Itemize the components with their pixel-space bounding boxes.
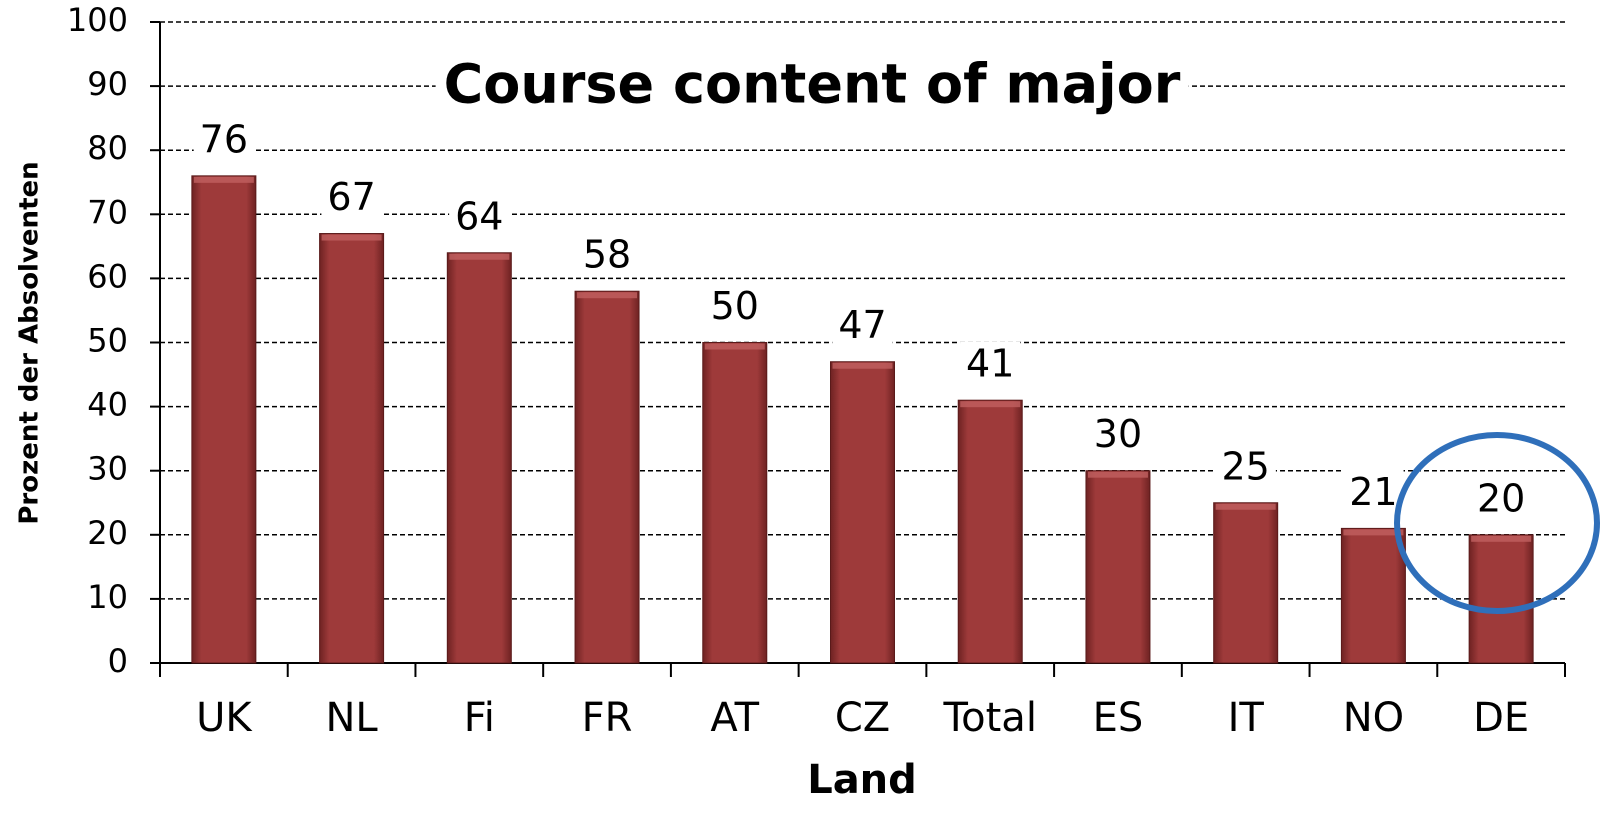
y-tick-label: 0 (108, 642, 128, 680)
x-tick-label: Fi (464, 695, 495, 741)
value-label-background (704, 284, 765, 328)
value-label: 50 (711, 284, 759, 328)
bar-bevel (704, 343, 765, 350)
y-tick-label: 70 (87, 193, 128, 231)
y-tick-label: 60 (87, 257, 128, 295)
bar (830, 361, 895, 664)
value-label: 25 (1222, 444, 1270, 488)
bar-bevel (832, 362, 893, 369)
value-label: 76 (200, 117, 248, 161)
value-label: 21 (1349, 470, 1397, 514)
bars: 76 67 64 58 50 47 41 30 25 21 20 (191, 117, 1534, 664)
value-label: 67 (327, 175, 375, 219)
value-label-background (449, 194, 510, 239)
bar-bevel (1087, 471, 1148, 478)
bar (1468, 534, 1534, 664)
bar (957, 399, 1023, 664)
bar (446, 252, 512, 664)
bar (702, 342, 768, 664)
bar-bevel (1343, 529, 1404, 536)
bar (1085, 470, 1151, 664)
y-tick-label: 10 (87, 578, 128, 616)
bar (574, 290, 640, 664)
x-tick-label: NL (325, 695, 378, 741)
x-axis-label: Land (807, 757, 917, 803)
value-label-background (1215, 444, 1276, 489)
x-tick-label: ES (1093, 695, 1144, 741)
grid: 0 10 20 30 40 50 60 70 80 90 100 UK NL Fi FR AT CZ Total E… (67, 1, 1566, 741)
value-label-background (321, 175, 382, 220)
bar-bevel (193, 176, 254, 183)
x-tick-label: IT (1228, 695, 1265, 741)
bar-bevel (1471, 535, 1532, 542)
value-label-background (576, 232, 638, 277)
y-tick-label: 30 (87, 450, 128, 488)
bar (319, 233, 385, 664)
bar-bevel (960, 401, 1021, 408)
bar-bevel (449, 253, 510, 260)
value-label-background (1470, 476, 1532, 521)
highlight-circle (1394, 432, 1600, 614)
bar-bevel (321, 234, 382, 241)
value-label-background (960, 341, 1021, 386)
value-label: 64 (455, 194, 503, 238)
y-tick-label: 20 (87, 514, 128, 552)
y-axis-label: Prozent der Absolventen (15, 161, 45, 524)
value-label: 47 (838, 303, 886, 347)
y-tick-label: 40 (87, 386, 128, 424)
chart-title: Course content of major (444, 53, 1181, 116)
x-tick-label: FR (582, 695, 633, 741)
x-tick-label: DE (1473, 695, 1529, 741)
bar (1213, 502, 1279, 664)
value-label-background (1087, 412, 1149, 457)
value-label-background (193, 117, 255, 162)
title-background (435, 52, 1189, 116)
value-label-background (1343, 469, 1404, 514)
y-tick-label: 90 (87, 65, 128, 103)
y-tick-label: 50 (87, 322, 128, 360)
bar (191, 175, 257, 664)
bar-bevel (1215, 503, 1276, 510)
value-label: 20 (1477, 476, 1525, 520)
bar-bevel (577, 292, 638, 299)
x-tick-label: Total (943, 695, 1037, 741)
bar (1340, 527, 1406, 664)
value-label: 30 (1094, 412, 1142, 456)
value-label-background (832, 303, 893, 348)
x-tick-label: CZ (835, 695, 890, 741)
y-tick-label: 100 (67, 1, 128, 39)
value-label: 41 (966, 342, 1014, 386)
x-tick-label: NO (1343, 695, 1404, 741)
x-tick-label: UK (196, 695, 253, 741)
x-tick-label: AT (710, 695, 759, 741)
value-label: 58 (583, 233, 631, 277)
y-tick-label: 80 (87, 129, 128, 167)
